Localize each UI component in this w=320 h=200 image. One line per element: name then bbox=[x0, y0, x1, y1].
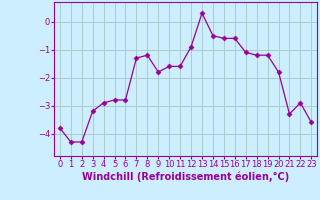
X-axis label: Windchill (Refroidissement éolien,°C): Windchill (Refroidissement éolien,°C) bbox=[82, 172, 289, 182]
